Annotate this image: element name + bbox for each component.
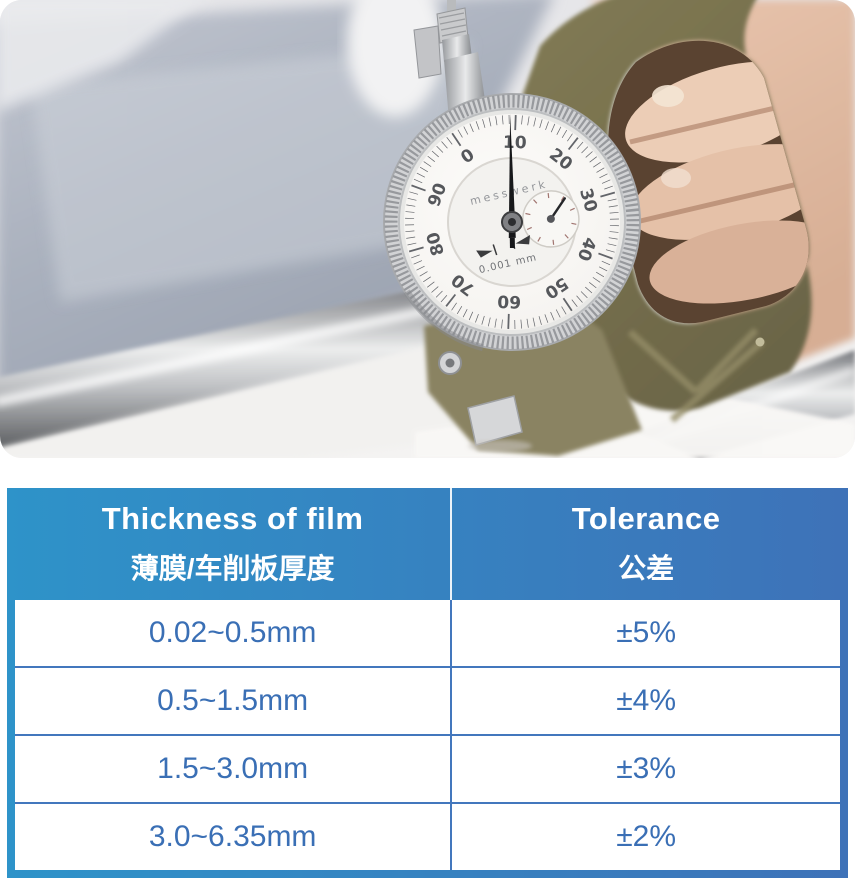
header-thickness-cn: 薄膜/车削板厚度 bbox=[130, 553, 335, 584]
tolerance-value: ±5% bbox=[616, 616, 677, 649]
sub-dial-ticks bbox=[525, 192, 577, 245]
table-body: 0.02~0.5mm ±5% 0.5~1.5mm ±4% 1.5~3.0mm ±… bbox=[15, 600, 840, 870]
gauge-needle bbox=[508, 114, 516, 249]
gauge-photo: 0 10 20 30 40 50 60 70 80 90 messwerk 0.001 mm bbox=[0, 0, 855, 458]
header-thickness-en: Thickness of film bbox=[101, 501, 364, 536]
thickness-value: 1.5~3.0mm bbox=[15, 736, 453, 802]
table-header: Thickness of film 薄膜/车削板厚度 Tolerance 公差 bbox=[15, 488, 840, 600]
tolerance-value: ±3% bbox=[616, 752, 677, 785]
header-thickness: Thickness of film 薄膜/车削板厚度 bbox=[15, 488, 453, 600]
thickness-value: 0.5~1.5mm bbox=[15, 668, 453, 734]
svg-text:10: 10 bbox=[503, 133, 528, 154]
thickness-value: 3.0~6.35mm bbox=[15, 804, 453, 870]
table-row: 0.5~1.5mm ±4% bbox=[15, 666, 840, 734]
table-row: 3.0~6.35mm ±2% bbox=[15, 802, 840, 870]
metal-roller bbox=[0, 282, 452, 449]
tolerance-value: ±4% bbox=[616, 684, 677, 717]
header-tolerance: Tolerance 公差 bbox=[452, 488, 840, 600]
header-tolerance-en: Tolerance bbox=[571, 501, 721, 536]
header-tolerance-cn: 公差 bbox=[618, 553, 675, 584]
table-row: 0.02~0.5mm ±5% bbox=[15, 600, 840, 666]
tolerance-table: Thickness of film 薄膜/车削板厚度 Tolerance 公差 … bbox=[7, 488, 848, 878]
svg-text:60: 60 bbox=[497, 291, 522, 312]
dial-ticks bbox=[405, 115, 619, 329]
thickness-value: 0.02~0.5mm bbox=[15, 600, 453, 666]
sub-dial bbox=[522, 190, 580, 248]
film-under-left bbox=[0, 345, 522, 458]
tolerance-value: ±2% bbox=[616, 820, 677, 853]
table-row: 1.5~3.0mm ±3% bbox=[15, 734, 840, 802]
